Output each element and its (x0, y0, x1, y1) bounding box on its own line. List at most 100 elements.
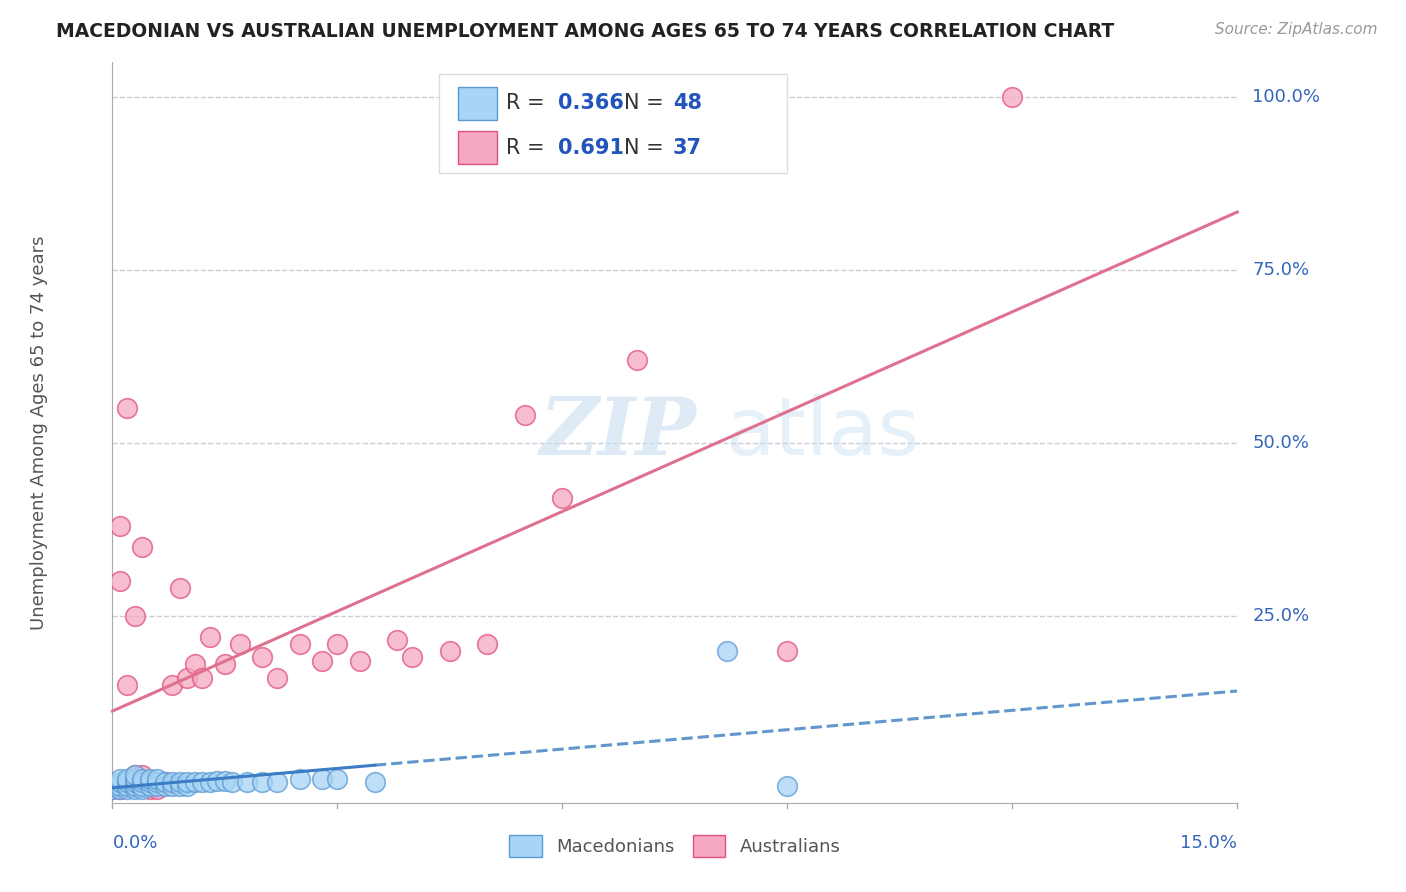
Point (124, 772, 146, 786)
FancyBboxPatch shape (458, 87, 498, 120)
FancyBboxPatch shape (439, 73, 787, 173)
Point (108, 779, 131, 793)
Text: R =: R = (506, 93, 551, 113)
Point (716, 643, 738, 657)
Point (191, 671, 214, 685)
Point (401, 650, 423, 665)
Point (117, 775, 139, 789)
Point (153, 775, 176, 789)
Point (153, 775, 176, 789)
Point (176, 671, 198, 685)
Text: 100.0%: 100.0% (1253, 88, 1320, 106)
Point (326, 637, 349, 651)
Point (1001, 90, 1024, 104)
Text: 48: 48 (672, 93, 702, 113)
Text: Source: ZipAtlas.com: Source: ZipAtlas.com (1215, 22, 1378, 37)
Point (131, 768, 153, 782)
Legend: Macedonians, Australians: Macedonians, Australians (502, 828, 848, 864)
Point (131, 781, 153, 796)
Point (387, 633, 409, 648)
Point (513, 409, 536, 423)
Point (108, 772, 131, 786)
Point (124, 779, 146, 793)
Point (108, 781, 131, 796)
Point (162, 775, 184, 789)
Point (198, 630, 221, 644)
Point (176, 775, 198, 789)
Point (117, 781, 139, 796)
Point (626, 353, 648, 368)
Text: 0.366: 0.366 (558, 93, 624, 113)
Text: 0.0%: 0.0% (112, 834, 157, 852)
Text: 37: 37 (672, 137, 702, 158)
Point (124, 609, 146, 624)
Point (101, 781, 124, 796)
Point (108, 781, 131, 796)
Text: MACEDONIAN VS AUSTRALIAN UNEMPLOYMENT AMONG AGES 65 TO 74 YEARS CORRELATION CHAR: MACEDONIAN VS AUSTRALIAN UNEMPLOYMENT AM… (56, 22, 1115, 41)
Point (124, 781, 146, 796)
Point (139, 781, 162, 796)
Point (477, 637, 499, 651)
Point (207, 773, 229, 788)
Point (169, 779, 191, 793)
Point (266, 775, 288, 789)
Point (176, 779, 198, 793)
Point (266, 671, 288, 685)
Point (139, 775, 162, 789)
Point (439, 643, 461, 657)
Point (214, 773, 236, 788)
Text: atlas: atlas (725, 393, 920, 472)
Text: R =: R = (506, 137, 551, 158)
Point (776, 779, 799, 793)
Point (117, 772, 139, 786)
Text: N =: N = (624, 137, 671, 158)
Point (214, 657, 236, 672)
Point (124, 768, 146, 782)
Point (146, 775, 169, 789)
Point (153, 779, 176, 793)
Point (198, 775, 221, 789)
Point (124, 768, 146, 782)
Point (288, 637, 311, 651)
Text: 50.0%: 50.0% (1253, 434, 1309, 452)
Text: ZIP: ZIP (540, 394, 697, 471)
Point (117, 779, 139, 793)
Point (551, 491, 574, 506)
Text: 0.691: 0.691 (558, 137, 624, 158)
Point (108, 775, 131, 789)
Text: N =: N = (624, 93, 671, 113)
Point (139, 772, 162, 786)
Point (252, 650, 274, 665)
Point (184, 775, 207, 789)
Point (364, 775, 387, 789)
Point (252, 775, 274, 789)
Point (162, 678, 184, 692)
Point (776, 643, 799, 657)
Point (169, 582, 191, 596)
Point (108, 519, 131, 533)
Point (311, 772, 333, 786)
Point (311, 654, 333, 668)
Text: 15.0%: 15.0% (1180, 834, 1237, 852)
Text: Unemployment Among Ages 65 to 74 years: Unemployment Among Ages 65 to 74 years (31, 235, 48, 630)
Text: 25.0%: 25.0% (1253, 607, 1309, 625)
Point (236, 775, 259, 789)
Point (101, 779, 124, 793)
Point (146, 779, 169, 793)
Point (101, 781, 124, 796)
Point (117, 401, 139, 416)
Point (131, 779, 153, 793)
Point (146, 772, 169, 786)
Point (349, 654, 371, 668)
Point (139, 779, 162, 793)
Point (131, 775, 153, 789)
Point (162, 779, 184, 793)
FancyBboxPatch shape (458, 131, 498, 164)
Point (146, 781, 169, 796)
Text: 75.0%: 75.0% (1253, 261, 1309, 279)
Point (117, 678, 139, 692)
Point (288, 772, 311, 786)
Point (124, 775, 146, 789)
Point (139, 775, 162, 789)
Point (108, 574, 131, 589)
